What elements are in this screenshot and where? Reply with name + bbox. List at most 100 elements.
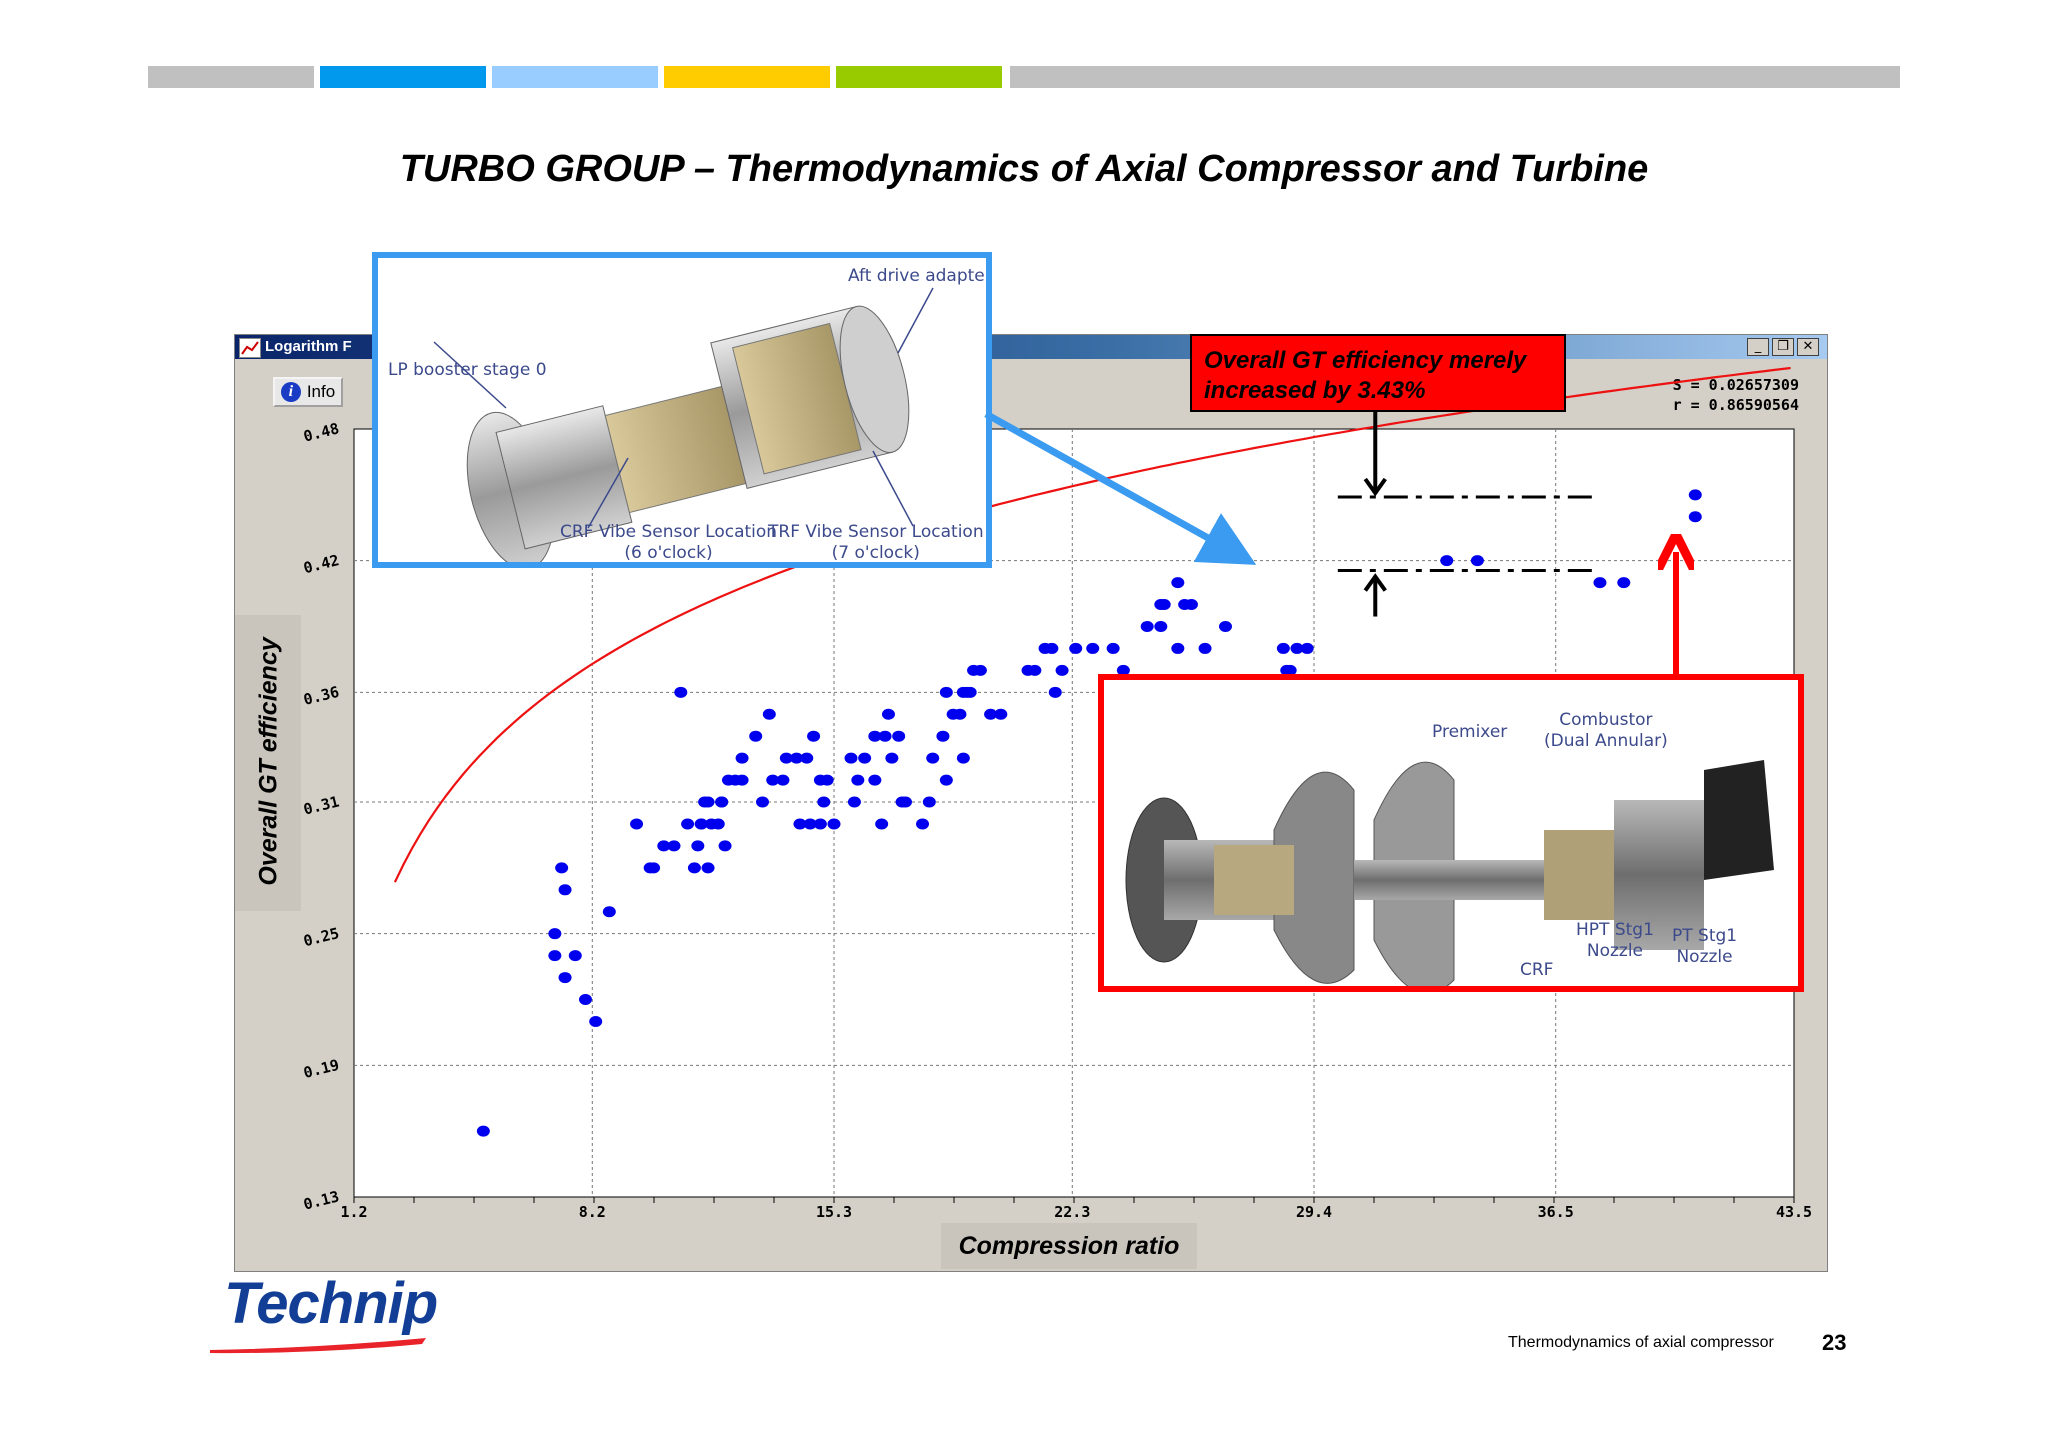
data-point [1198,642,1212,654]
label-crf-vibe-line1: CRF Vibe Sensor Location [560,522,778,542]
data-point [803,818,817,830]
data-point [1470,555,1484,567]
x-tick-label: 43.5 [1776,1203,1812,1221]
data-point [1171,577,1185,589]
data-point [476,1125,490,1137]
data-point [973,664,987,676]
data-point [667,840,681,852]
x-tick-label: 8.2 [579,1203,606,1221]
label-pt-nozzle: PT Stg1 Nozzle [1672,926,1737,968]
data-point [558,972,572,984]
data-point [892,730,906,742]
data-point [1055,664,1069,676]
data-point [762,708,776,720]
turbine-cutaway-image [1125,760,1774,986]
info-icon: i [280,382,301,402]
label-combustor-line1: Combustor [1559,710,1653,730]
close-icon[interactable]: ✕ [1797,338,1819,356]
header-bar-lightblue [492,66,658,88]
data-point [1106,642,1120,654]
data-point [847,796,861,808]
data-point [916,818,930,830]
chart-app-icon [239,338,261,358]
data-point [1140,620,1154,632]
callout-line-2: increased by 3.43% [1204,377,1426,404]
data-point [687,862,701,874]
data-point [817,796,831,808]
label-hpt-nozzle: HPT Stg1 Nozzle [1576,920,1654,962]
data-point [939,774,953,786]
x-axis-label-box: Compression ratio [941,1223,1197,1269]
x-tick-label: 36.5 [1538,1203,1574,1221]
restore-icon[interactable]: ❐ [1772,338,1794,356]
data-point [1688,489,1702,501]
callout-line-1: Overall GT efficiency merely [1204,347,1527,374]
data-point [1276,642,1290,654]
label-pt-line2: Nozzle [1676,947,1733,967]
data-point [681,818,695,830]
data-point [868,730,882,742]
data-point [1048,686,1062,698]
fit-statistics: S = 0.02657309 r = 0.86590564 [1673,375,1799,415]
info-button[interactable]: i Info [273,377,343,407]
data-point [548,928,562,940]
data-points [476,489,1702,1137]
y-tick-label: 0.13 [302,1187,341,1213]
x-tick-label: 15.3 [816,1203,852,1221]
data-point [1218,620,1232,632]
data-point [735,774,749,786]
label-hpt-line1: HPT Stg1 [1576,920,1654,940]
header-bar-gray-right [1010,66,1900,88]
data-point [939,686,953,698]
data-point [807,730,821,742]
data-point [589,1015,603,1027]
stat-s: S = 0.02657309 [1672,376,1799,394]
window-title: Logarithm F [265,338,352,355]
header-bar-green [836,66,1002,88]
header-bar-blue [320,66,486,88]
data-point [558,884,572,896]
data-point [878,730,892,742]
data-point [851,774,865,786]
label-crf-vibe: CRF Vibe Sensor Location (6 o'clock) [560,522,778,563]
data-point [555,862,569,874]
data-point [735,752,749,764]
data-point [994,708,1008,720]
label-lp-booster: LP booster stage 0 [388,360,547,380]
data-point [868,774,882,786]
data-point [779,752,793,764]
data-point [953,708,967,720]
efficiency-callout: Overall GT efficiency merely increased b… [1190,334,1566,412]
x-axis-label: Compression ratio [958,1232,1180,1260]
data-point [657,840,671,852]
data-point [1154,599,1168,611]
data-point [881,708,895,720]
data-point [749,730,763,742]
data-point [578,994,592,1006]
data-point [827,818,841,830]
label-trf-vibe-line1: TRF Vibe Sensor Location [768,522,984,542]
data-point [1440,555,1454,567]
data-point [936,730,950,742]
data-point [895,796,909,808]
minimize-icon[interactable]: _ [1747,338,1769,356]
y-tick-label: 0.31 [302,792,341,818]
data-point [1593,577,1607,589]
data-point [1617,577,1631,589]
data-point [1069,642,1083,654]
data-point [984,708,998,720]
x-tick-label: 1.2 [340,1203,367,1221]
label-crf: CRF [1520,960,1554,980]
label-aft-drive-adapter: Aft drive adapter [848,266,992,286]
y-tick-label: 0.36 [302,683,341,709]
data-point [1038,642,1052,654]
data-point [793,818,807,830]
data-point [820,774,834,786]
data-point [602,906,616,918]
label-crf-vibe-line2: (6 o'clock) [624,543,713,563]
label-hpt-line2: Nozzle [1586,941,1644,961]
data-point [922,796,936,808]
data-point [1116,664,1130,676]
info-button-label: Info [306,382,336,401]
label-combustor-line2: (Dual Annular) [1544,731,1668,751]
